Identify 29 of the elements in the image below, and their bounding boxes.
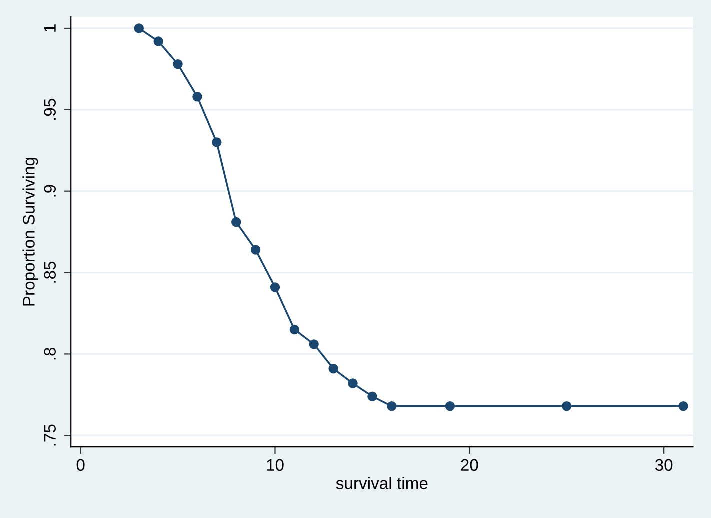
y-tick-label: .85 [44, 262, 56, 283]
point [212, 138, 222, 148]
y-tick-label: .8 [44, 348, 56, 360]
x-axis-title: survival time [336, 477, 428, 490]
point [348, 378, 358, 388]
point [270, 282, 280, 292]
y-tick-label: .95 [44, 99, 56, 120]
x-tick-label: 0 [76, 459, 85, 472]
point [250, 245, 261, 255]
point [678, 401, 688, 412]
point [387, 401, 397, 412]
point [231, 217, 242, 228]
y-tick-label: 1 [44, 24, 56, 32]
y-tick-label: .75 [44, 424, 56, 446]
point [368, 392, 378, 402]
point [445, 401, 456, 412]
y-axis-title: Proportion Surviving [22, 158, 38, 306]
point [154, 36, 164, 46]
point [309, 340, 319, 350]
point [562, 401, 572, 412]
x-tick-label: 30 [655, 459, 673, 472]
point [173, 59, 183, 70]
point [192, 92, 202, 102]
point [328, 364, 338, 374]
x-tick-label: 20 [461, 459, 478, 472]
point [290, 324, 300, 335]
x-tick-label: 10 [267, 459, 284, 472]
point [134, 24, 144, 34]
y-tick-label: .9 [44, 185, 56, 197]
